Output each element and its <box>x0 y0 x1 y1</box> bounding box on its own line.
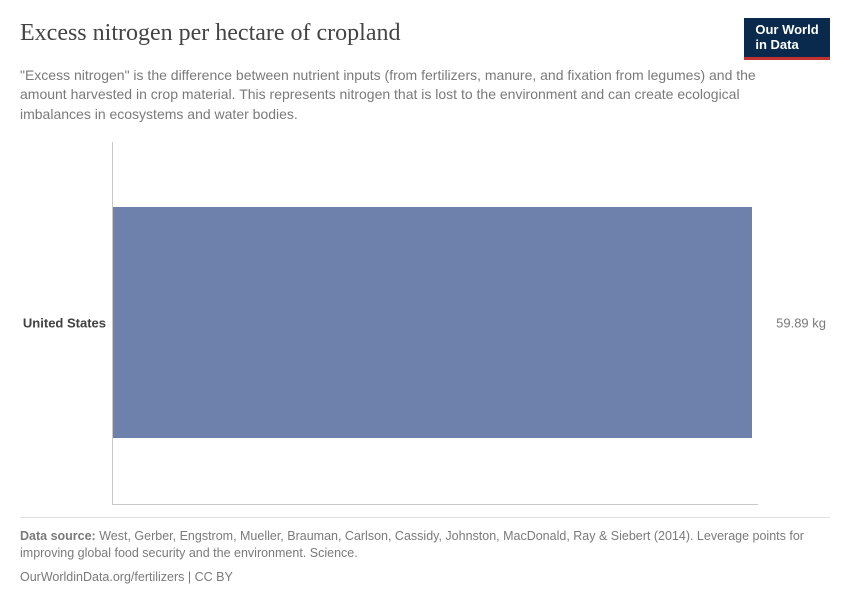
chart-title: Excess nitrogen per hectare of cropland <box>20 18 401 48</box>
chart-container: Excess nitrogen per hectare of cropland … <box>0 0 850 600</box>
license-sep: | <box>184 570 194 584</box>
plot-region <box>112 142 758 505</box>
logo-line2: in Data <box>755 37 798 52</box>
chart-subtitle: "Excess nitrogen" is the difference betw… <box>20 66 800 124</box>
data-source-label: Data source: <box>20 529 96 543</box>
y-axis-category-label: United States <box>20 316 106 331</box>
data-source-line: Data source: West, Gerber, Engstrom, Mue… <box>20 528 830 563</box>
footer-link-row: OurWorldinData.org/fertilizers | CC BY <box>20 569 830 587</box>
data-source-text: West, Gerber, Engstrom, Mueller, Brauman… <box>20 529 804 561</box>
chart-area: United States 59.89 kg <box>20 142 830 505</box>
owid-logo[interactable]: Our World in Data <box>744 18 830 60</box>
header-row: Excess nitrogen per hectare of cropland … <box>20 18 830 60</box>
bar-value-label: 59.89 kg <box>776 316 826 331</box>
chart-footer: Data source: West, Gerber, Engstrom, Mue… <box>20 517 830 587</box>
bar-united-states <box>113 207 752 438</box>
license-text: CC BY <box>195 570 233 584</box>
source-url[interactable]: OurWorldinData.org/fertilizers <box>20 570 184 584</box>
logo-line1: Our World <box>755 22 818 37</box>
